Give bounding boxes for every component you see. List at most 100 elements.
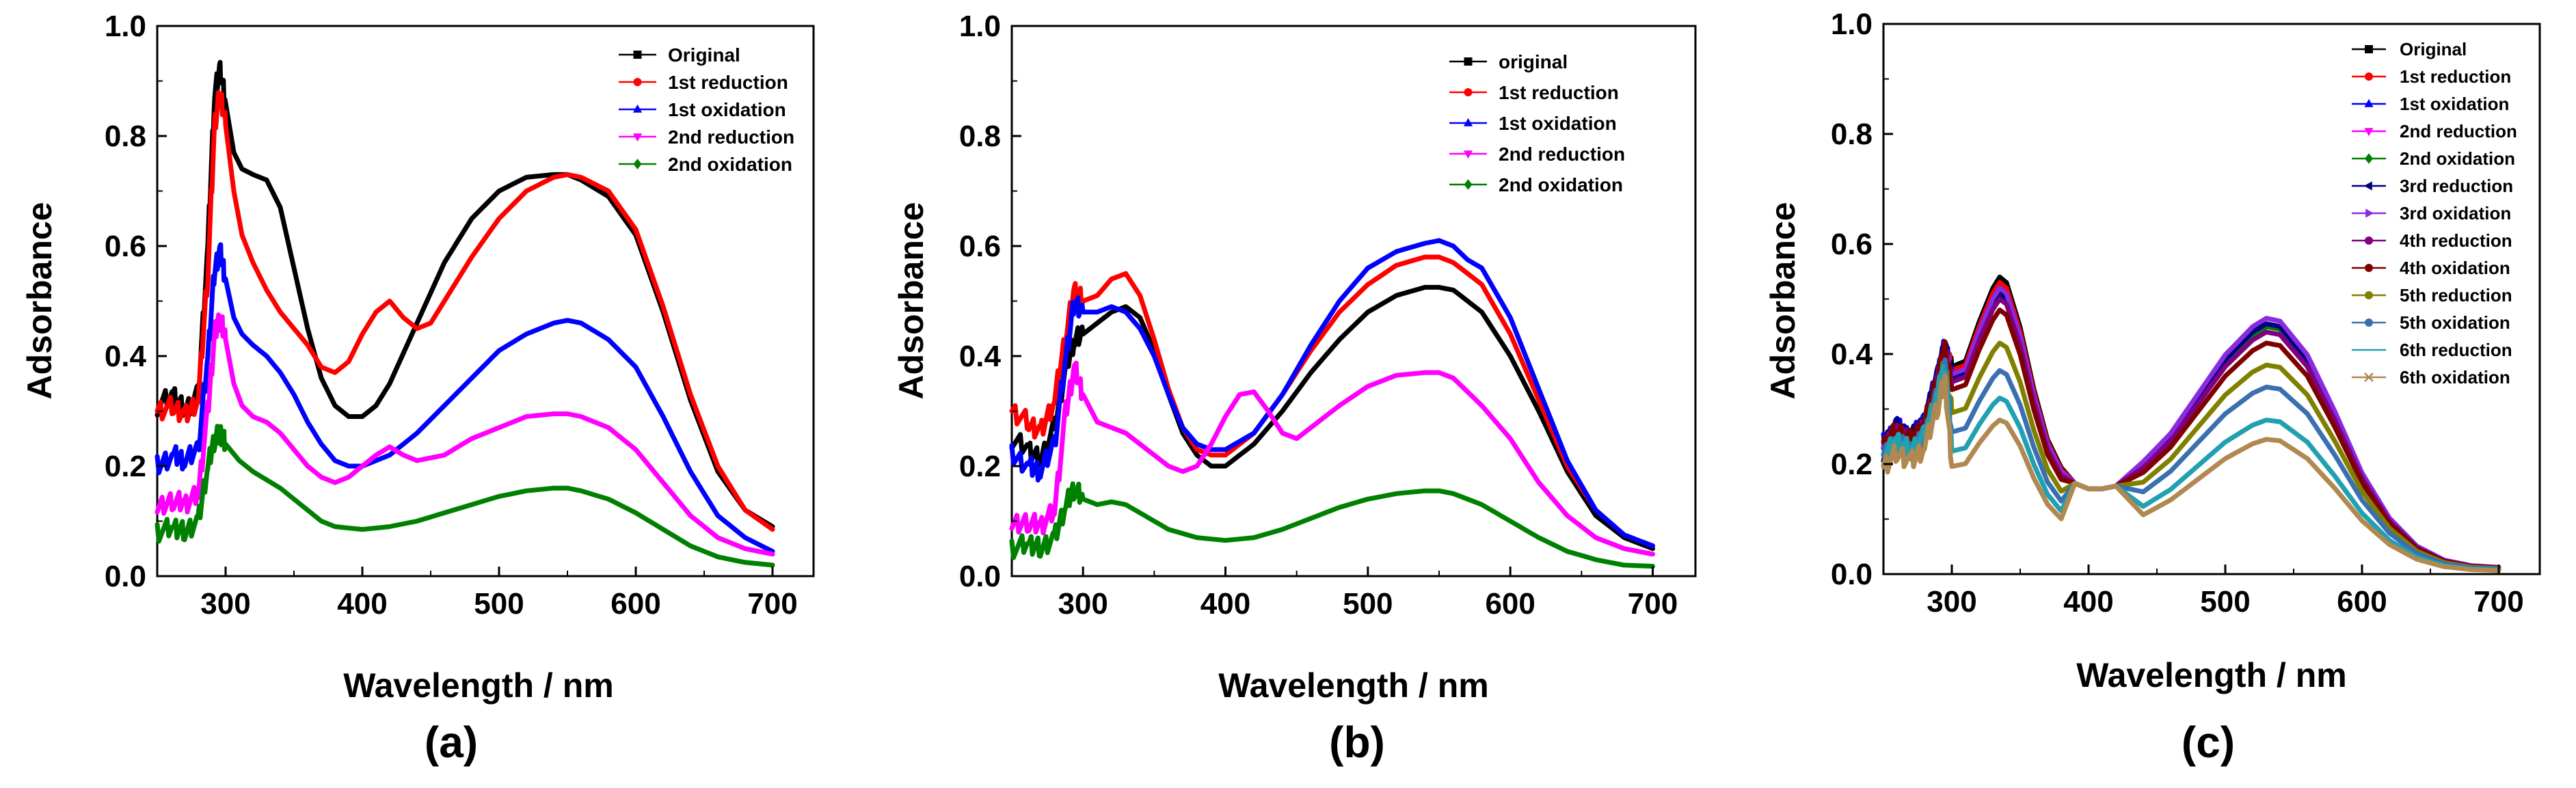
- legend-marker: [1464, 57, 1473, 66]
- y-tick-label: 0.6: [105, 230, 146, 263]
- legend-c: Original 1st reduction 1st oxidation 2nd…: [2352, 39, 2517, 388]
- legend-marker: [2363, 181, 2372, 191]
- legend-marker: [632, 133, 643, 142]
- y-tick-label: 0.0: [1831, 558, 1873, 591]
- y-axis-title: Adsorbance: [1764, 202, 1802, 400]
- x-tick-label: 700: [2473, 585, 2523, 619]
- y-tick-label: 0.6: [959, 230, 1001, 263]
- x-tick-label: 300: [200, 587, 250, 621]
- y-tick-label: 1.0: [1831, 8, 1873, 41]
- legend-entry: 6th oxidation: [2400, 367, 2510, 388]
- legend-marker: [2365, 236, 2373, 245]
- series-layer-c: [1881, 274, 2501, 573]
- series-line: [1009, 481, 1655, 569]
- panel-c: 300 400 500 600 700 0.0 0.2 0.4 0.6 0.8 …: [1764, 8, 2541, 767]
- legend-entry: 2nd oxidation: [668, 154, 792, 175]
- legend-entry: 4th oxidation: [2400, 258, 2510, 278]
- y-tick-label: 0.8: [1831, 118, 1873, 151]
- y-tick-label: 0.2: [105, 450, 146, 483]
- legend-marker: [1463, 118, 1473, 126]
- series-line: [1009, 254, 1655, 549]
- y-tick-label: 0.2: [1831, 448, 1873, 481]
- series-layer-b: [1009, 238, 1655, 569]
- legend-marker: [633, 159, 642, 169]
- series-line: [1881, 373, 2501, 573]
- legend-entry: original: [1499, 51, 1568, 72]
- y-tick-label: 0.2: [959, 450, 1001, 483]
- legend-entry: 1st reduction: [1499, 82, 1619, 103]
- x-tick-label: 600: [611, 587, 660, 621]
- panel-a: 300 400 500 600 700 0.0 0.2 0.4 0.6 0.8 …: [21, 10, 815, 767]
- x-axis-title: Wavelength / nm: [2076, 656, 2346, 694]
- legend-entry: 1st oxidation: [2400, 94, 2509, 114]
- y-tick-label: 0.0: [959, 560, 1001, 593]
- legend-entry: 1st reduction: [668, 72, 788, 93]
- y-tick-label: 0.8: [959, 120, 1001, 153]
- series-line: [155, 90, 775, 532]
- y-tick-label: 0.0: [105, 560, 146, 593]
- legend-marker: [1464, 179, 1473, 190]
- legend-entry: Original: [668, 44, 740, 66]
- y-tick-label: 1.0: [105, 10, 146, 43]
- y-tick-label: 0.4: [959, 340, 1002, 373]
- legend-entry: 5th oxidation: [2400, 312, 2510, 333]
- legend-entry: 2nd reduction: [2400, 121, 2517, 141]
- legend-marker: [2364, 98, 2374, 107]
- legend-marker: [2365, 318, 2373, 327]
- x-tick-label: 300: [1058, 587, 1108, 621]
- series-line: [1009, 238, 1655, 549]
- x-tick-label: 400: [2063, 585, 2113, 619]
- legend-marker: [633, 51, 642, 59]
- series-line: [1009, 360, 1655, 557]
- legend-marker: [2364, 372, 2374, 382]
- series-line: [155, 242, 775, 554]
- legend-marker: [2365, 45, 2373, 53]
- legend-entry: 2nd reduction: [1499, 144, 1625, 165]
- legend-b: original 1st reduction 1st oxidation 2nd…: [1449, 51, 1625, 195]
- legend-entry: 1st oxidation: [668, 99, 786, 120]
- x-tick-label: 300: [1927, 585, 1976, 619]
- legend-entry: 3rd reduction: [2400, 176, 2513, 196]
- legend-entry: 1st reduction: [2400, 66, 2511, 87]
- legend-a: Original 1st reduction 1st oxidation 2nd…: [619, 44, 794, 175]
- series-layer-a: [155, 59, 775, 568]
- legend-entry: 3rd oxidation: [2400, 203, 2511, 223]
- x-tick-label: 700: [1628, 587, 1678, 621]
- legend-entry: 5th reduction: [2400, 285, 2512, 305]
- series-line: [1881, 357, 2501, 572]
- legend-marker: [2365, 72, 2373, 81]
- legend-marker: [2365, 264, 2373, 272]
- y-tick-label: 0.8: [105, 120, 146, 153]
- y-axis-title: Adsorbance: [21, 202, 59, 400]
- x-axis-title: Wavelength / nm: [343, 666, 613, 705]
- ticks-layer-b: [1012, 25, 1654, 578]
- legend-entry: 4th reduction: [2400, 230, 2512, 251]
- legend-marker: [1464, 88, 1473, 96]
- y-tick-label: 1.0: [959, 10, 1001, 43]
- y-tick-label: 0.6: [1831, 228, 1873, 261]
- legend-entry: 6th reduction: [2400, 340, 2512, 360]
- x-axis-title: Wavelength / nm: [1218, 666, 1488, 705]
- x-tick-label: 500: [1343, 587, 1393, 621]
- x-tick-label: 700: [747, 587, 797, 621]
- legend-entry: 2nd oxidation: [2400, 148, 2515, 169]
- legend-marker: [2365, 291, 2373, 299]
- legend-entry: 1st oxidation: [1499, 113, 1617, 134]
- legend-marker: [2364, 128, 2374, 137]
- x-tick-label: 500: [2200, 585, 2250, 619]
- x-tick-label: 400: [337, 587, 387, 621]
- panel-label: (c): [2182, 718, 2235, 767]
- legend-entry: 2nd reduction: [668, 126, 794, 148]
- x-tick-label: 500: [474, 587, 524, 621]
- x-tick-label: 400: [1200, 587, 1250, 621]
- ticks-layer-c: [1883, 23, 2500, 575]
- y-tick-label: 0.4: [105, 340, 147, 373]
- y-axis-title: Adsorbance: [892, 202, 930, 400]
- series-line: [155, 312, 775, 557]
- y-tick-label: 0.4: [1831, 338, 1873, 371]
- legend-entry: Original: [2400, 39, 2467, 59]
- x-tick-label: 600: [1485, 587, 1535, 621]
- ticks-layer-a: [157, 25, 774, 578]
- legend-entry: 2nd oxidation: [1499, 174, 1623, 195]
